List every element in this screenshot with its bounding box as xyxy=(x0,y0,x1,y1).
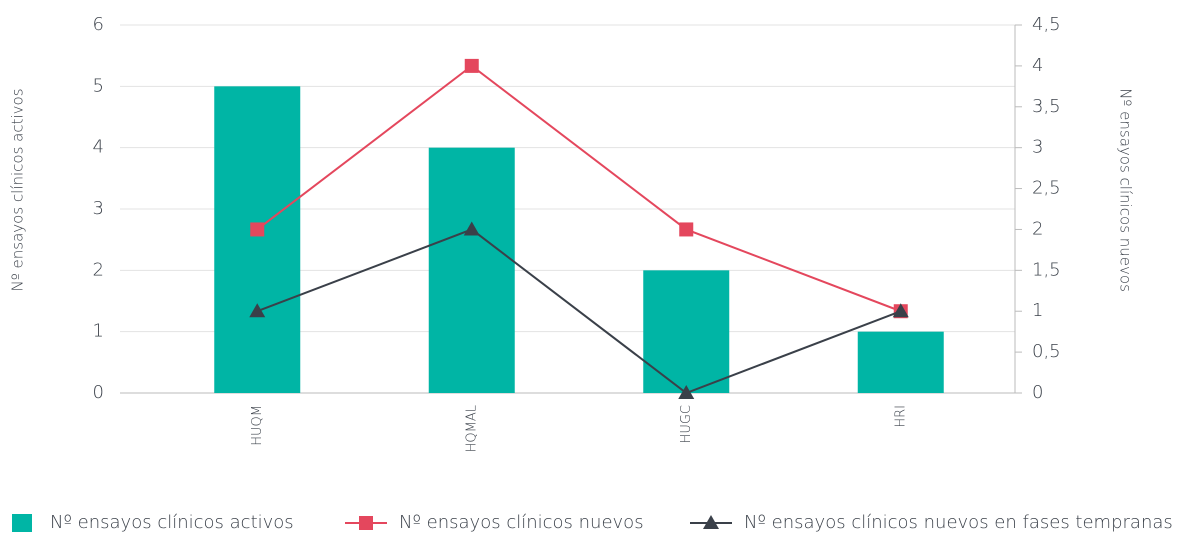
bar xyxy=(214,86,301,393)
marker xyxy=(679,222,694,237)
marker xyxy=(464,58,479,73)
y-tick-label: 6 xyxy=(93,14,104,35)
legend-marker xyxy=(359,516,373,530)
y-axis-title: Nº ensayos clínicos activos xyxy=(9,88,27,291)
marker xyxy=(250,222,265,237)
y-tick-label: 5 xyxy=(93,75,104,96)
line xyxy=(256,64,902,313)
bar xyxy=(643,270,730,393)
y2-tick-label: 2,5 xyxy=(1032,178,1061,199)
y-tick-label: 1 xyxy=(93,321,104,342)
x-tick-label: HUQM xyxy=(250,405,265,446)
y2-axis-title: Nº ensayos clínicos nuevos xyxy=(1117,88,1135,292)
y2-tick-label: 1 xyxy=(1032,300,1043,321)
marker xyxy=(678,385,695,399)
bar xyxy=(857,331,944,393)
y2-tick-label: 4 xyxy=(1032,55,1043,76)
x-tick-label: HUGC xyxy=(679,405,694,443)
y2-tick-label: 1,5 xyxy=(1032,259,1061,280)
legend-swatch xyxy=(12,514,32,532)
marker xyxy=(892,303,909,318)
y2-tick-label: 0 xyxy=(1032,382,1043,403)
y-tick-label: 3 xyxy=(93,198,104,219)
x-tick-label: HQMAL xyxy=(464,405,479,452)
y2-tick-label: 3,5 xyxy=(1032,96,1061,117)
marker xyxy=(463,221,480,236)
y2-tick-label: 0,5 xyxy=(1032,341,1061,362)
y2-tick-label: 2 xyxy=(1032,218,1043,239)
y-tick-label: 2 xyxy=(93,259,104,280)
line xyxy=(256,228,902,395)
legend-marker xyxy=(703,515,719,529)
y2-tick-label: 4,5 xyxy=(1032,14,1061,35)
legend-label: Nº ensayos clínicos nuevos xyxy=(399,512,644,533)
legend-label: Nº ensayos clínicos nuevos en fases temp… xyxy=(744,512,1173,533)
bar xyxy=(428,147,515,393)
legend-label: Nº ensayos clínicos activos xyxy=(50,512,294,533)
x-tick-label: HRI xyxy=(893,405,908,428)
y-tick-label: 0 xyxy=(93,382,104,403)
marker xyxy=(249,303,266,318)
y-tick-label: 4 xyxy=(93,137,104,158)
y2-tick-label: 3 xyxy=(1032,137,1043,158)
